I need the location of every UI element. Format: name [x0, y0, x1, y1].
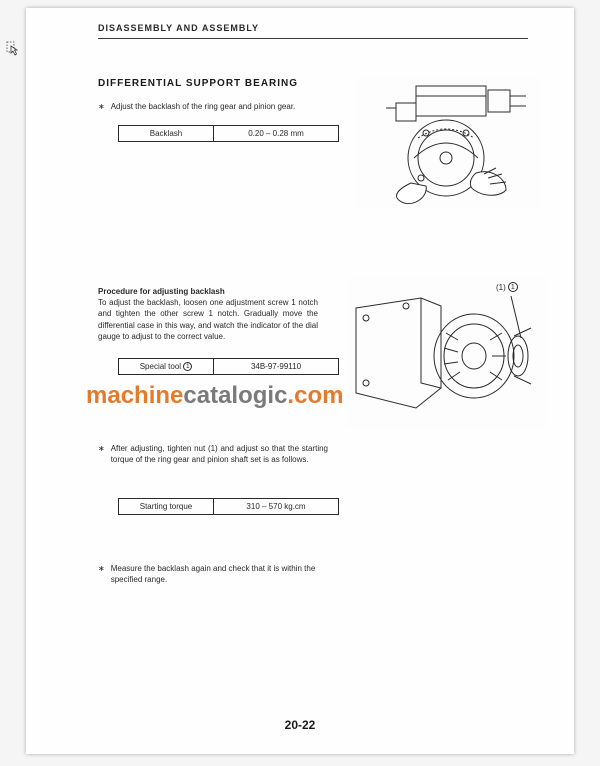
bullet-text: Measure the backlash again and check tha…	[111, 563, 328, 585]
table-cell-value: 34B-97-99110	[214, 359, 339, 375]
bullet-marker: ∗	[98, 101, 105, 112]
page-number: 20-22	[285, 718, 316, 732]
callout-circle-num: 1	[508, 282, 518, 292]
procedure-heading: Procedure for adjusting backlash	[98, 286, 318, 297]
page-header: DISASSEMBLY AND ASSEMBLY	[98, 23, 259, 33]
special-tool-table: Special tool 1 34B-97-99110	[118, 358, 339, 375]
table-cell-value: 0.20 – 0.28 mm	[214, 126, 339, 142]
backlash-table: Backlash 0.20 – 0.28 mm	[118, 125, 339, 142]
table-cell-label: Backlash	[119, 126, 214, 142]
callout-nut-1: (1) 1	[496, 282, 518, 292]
document-page: DISASSEMBLY AND ASSEMBLY DIFFERENTIAL SU…	[26, 8, 574, 754]
watermark-part1: machine	[86, 382, 183, 409]
procedure-body: To adjust the backlash, loosen one adjus…	[98, 297, 318, 342]
bullet-text: Adjust the backlash of the ring gear and…	[111, 101, 296, 112]
bullet-measure-again: ∗ Measure the backlash again and check t…	[98, 563, 328, 585]
special-tool-num: 1	[183, 362, 192, 371]
figure-differential-adjust	[356, 78, 541, 208]
bullet-after-adjusting: ∗ After adjusting, tighten nut (1) and a…	[98, 443, 328, 465]
header-rule	[98, 38, 528, 39]
watermark: machinecatalogic.com	[86, 382, 343, 410]
procedure-block: Procedure for adjusting backlash To adju…	[98, 286, 318, 342]
table-cell-value: 310 – 570 kg.cm	[214, 499, 339, 515]
bullet-marker: ∗	[98, 443, 105, 465]
table-cell-label: Special tool 1	[119, 359, 214, 375]
watermark-part3: .com	[287, 382, 343, 409]
callout-text: (1)	[496, 283, 506, 292]
section-title: DIFFERENTIAL SUPPORT BEARING	[98, 78, 298, 89]
table-cell-label: Starting torque	[119, 499, 214, 515]
bullet-text: After adjusting, tighten nut (1) and adj…	[111, 443, 328, 465]
starting-torque-table: Starting torque 310 – 570 kg.cm	[118, 498, 339, 515]
special-tool-label: Special tool	[140, 362, 181, 371]
cursor-artifact	[3, 38, 21, 56]
bullet-adjust-backlash: ∗ Adjust the backlash of the ring gear a…	[98, 101, 328, 112]
bullet-marker: ∗	[98, 563, 105, 585]
watermark-part2: catalogic	[183, 382, 287, 409]
figure-differential-case	[346, 278, 546, 428]
